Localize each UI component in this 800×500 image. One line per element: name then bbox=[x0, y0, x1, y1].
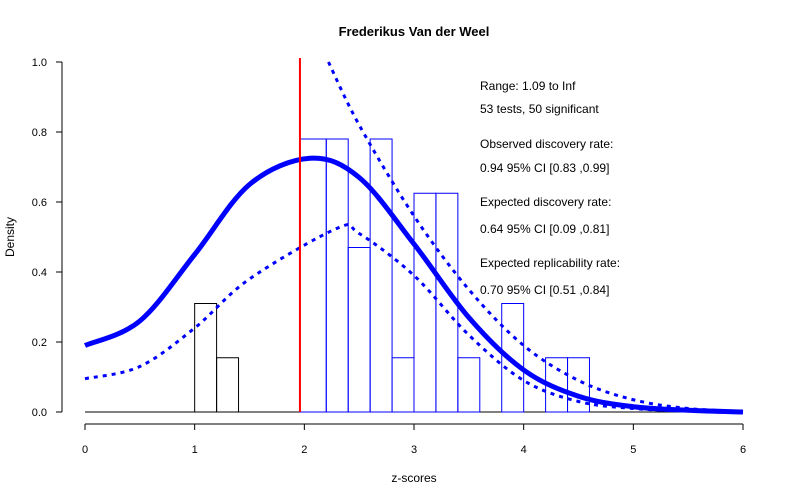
x-tick-label: 0 bbox=[82, 444, 88, 456]
histogram-bar-significant bbox=[325, 138, 349, 413]
histogram-bar-significant bbox=[391, 357, 415, 413]
x-tick-label: 5 bbox=[630, 444, 636, 456]
histogram-bar-significant bbox=[457, 357, 481, 413]
y-axis-title: Density bbox=[3, 217, 17, 257]
x-tick-label: 1 bbox=[192, 444, 198, 456]
density-curves bbox=[83, 61, 744, 415]
chart-title: Frederikus Van der Weel bbox=[339, 24, 490, 39]
annotation-line: 53 tests, 50 significant bbox=[480, 102, 599, 116]
density-curve-dotted-upper bbox=[327, 61, 744, 413]
x-tick-label: 4 bbox=[521, 444, 527, 456]
histogram-bar-significant bbox=[413, 192, 437, 413]
x-axis-title: z-scores bbox=[391, 471, 436, 485]
histogram-bar-nonsignificant bbox=[216, 357, 240, 413]
annotation-line: 0.64 95% CI [0.09 ,0.81] bbox=[480, 222, 609, 236]
annotation-line: Range: 1.09 to Inf bbox=[480, 79, 576, 93]
x-tick-label: 2 bbox=[301, 444, 307, 456]
x-tick-label: 3 bbox=[411, 444, 417, 456]
annotation-line: 0.94 95% CI [0.83 ,0.99] bbox=[480, 161, 609, 175]
density-curve-dotted-lower bbox=[84, 223, 744, 414]
y-tick-label: 0.0 bbox=[32, 407, 47, 419]
annotation-line: Observed discovery rate: bbox=[480, 137, 613, 151]
histogram-bar-significant bbox=[347, 247, 371, 413]
x-tick-label: 6 bbox=[740, 444, 746, 456]
annotation-line: Expected replicability rate: bbox=[480, 256, 620, 270]
y-tick-label: 0.4 bbox=[32, 267, 47, 279]
density-curve-solid bbox=[83, 155, 744, 415]
y-tick-label: 0.6 bbox=[32, 197, 47, 209]
histogram-bar-significant bbox=[299, 138, 327, 413]
annotation-line: Expected discovery rate: bbox=[480, 195, 611, 209]
histogram-bars bbox=[85, 138, 743, 413]
y-tick-label: 0.8 bbox=[32, 127, 47, 139]
annotation-line: 0.70 95% CI [0.51 ,0.84] bbox=[480, 283, 609, 297]
y-tick-label: 0.2 bbox=[32, 337, 47, 349]
axes: 0 1 2 3 4 5 6 0.0 0.2 0.4 0.6 0.8 1.0 bbox=[32, 57, 746, 456]
annotation-block: Range: 1.09 to Inf 53 tests, 50 significa… bbox=[480, 79, 620, 297]
histogram-bar-significant bbox=[501, 303, 525, 413]
y-tick-label: 1.0 bbox=[32, 57, 47, 69]
histogram-bar-significant bbox=[369, 138, 393, 413]
